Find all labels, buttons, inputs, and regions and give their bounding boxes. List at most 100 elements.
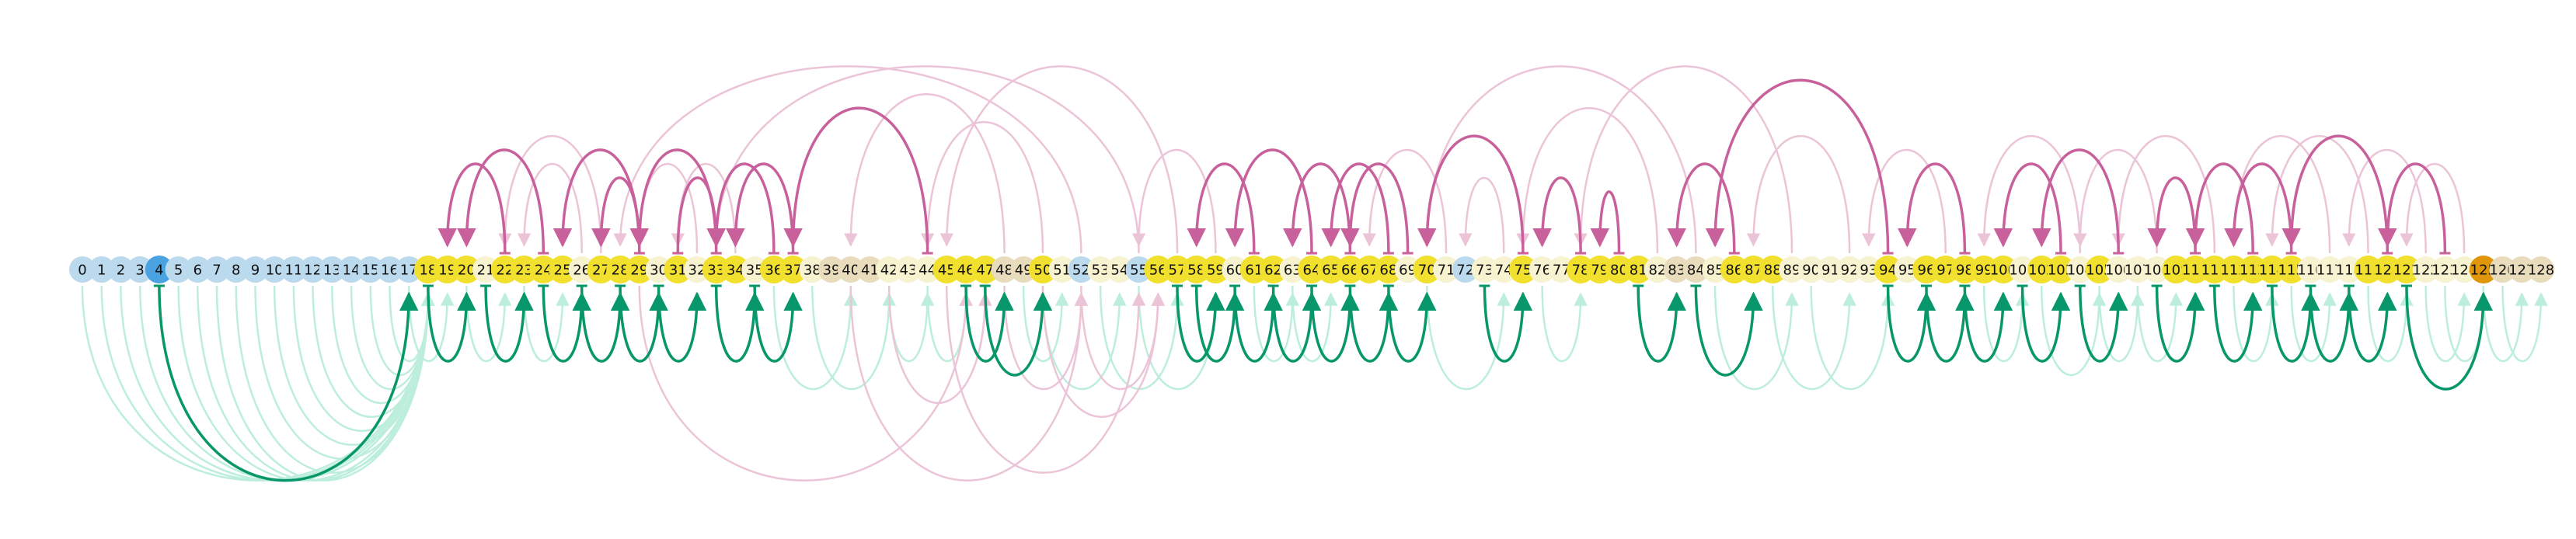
node-47: 47	[971, 256, 999, 283]
node-100: 100	[1989, 256, 2017, 283]
node-32: 32	[684, 256, 710, 283]
node-90: 90	[1797, 256, 1825, 283]
node-circle-50	[1028, 256, 1057, 283]
edge-111-113	[2213, 285, 2263, 363]
node-18: 18	[413, 256, 442, 283]
node-circle-14	[338, 256, 365, 283]
node-label-82: 82	[1648, 263, 1666, 279]
node-label-36: 36	[765, 263, 783, 279]
node-7: 7	[204, 256, 231, 283]
node-label-85: 85	[1706, 263, 1724, 279]
node-41: 41	[856, 256, 884, 283]
edge-98-100	[1963, 285, 2013, 363]
node-label-12: 12	[304, 263, 322, 279]
edge-92-87	[1746, 134, 1851, 254]
node-73: 73	[1471, 256, 1498, 283]
node-circle-110	[2181, 256, 2210, 283]
node-label-75: 75	[1514, 263, 1532, 279]
node-circle-34	[721, 256, 750, 283]
edge-21-23	[484, 285, 534, 363]
edge-3-18	[138, 285, 435, 482]
node-circle-80	[1605, 256, 1633, 283]
edge-84-87	[1694, 285, 1763, 377]
node-71: 71	[1433, 256, 1460, 283]
node-label-93: 93	[1860, 263, 1877, 279]
node-label-18: 18	[419, 263, 437, 279]
edge-99-101	[1982, 285, 2030, 363]
edge-116-118	[2309, 285, 2359, 363]
node-label-77: 77	[1553, 263, 1570, 279]
edge-125-127	[2482, 285, 2529, 363]
node-circle-56	[1144, 256, 1173, 283]
node-label-47: 47	[976, 263, 994, 279]
node-74: 74	[1490, 256, 1518, 283]
node-40: 40	[837, 256, 864, 283]
node-circle-76	[1529, 256, 1556, 283]
edge-70-74	[1426, 285, 1511, 391]
edge-31-33	[676, 176, 726, 254]
node-2: 2	[107, 256, 134, 283]
node-label-17: 17	[400, 263, 418, 279]
edge-105-107	[2098, 285, 2145, 363]
node-79: 79	[1585, 256, 1614, 283]
node-circle-42	[876, 256, 903, 283]
node-circle-48	[991, 256, 1018, 283]
node-54: 54	[1106, 256, 1133, 283]
node-circle-19	[433, 256, 462, 283]
node-51: 51	[1048, 256, 1075, 283]
node-circle-88	[1759, 256, 1787, 283]
edge-35-37	[753, 285, 803, 363]
node-label-1: 1	[97, 263, 106, 279]
node-circle-2	[107, 256, 134, 283]
node-35: 35	[741, 256, 769, 283]
node-label-22: 22	[496, 263, 514, 279]
faint-edges-layer	[81, 65, 2548, 482]
node-circle-94	[1874, 256, 1902, 283]
node-label-95: 95	[1898, 263, 1916, 279]
edge-110-108	[2147, 176, 2197, 254]
node-circle-93	[1855, 256, 1882, 283]
node-circle-104	[2066, 256, 2093, 283]
node-circle-72	[1452, 256, 1479, 283]
node-label-43: 43	[899, 263, 917, 279]
node-61: 61	[1239, 256, 1268, 283]
node-label-20: 20	[458, 263, 476, 279]
node-circle-64	[1298, 256, 1326, 283]
node-33: 33	[702, 256, 730, 283]
node-circle-83	[1663, 256, 1690, 283]
node-34: 34	[721, 256, 750, 283]
node-label-42: 42	[880, 263, 898, 279]
node-label-83: 83	[1668, 263, 1685, 279]
edge-122-124	[2424, 285, 2471, 363]
node-circle-71	[1433, 256, 1460, 283]
node-label-3: 3	[135, 263, 144, 279]
node-circle-121	[2392, 256, 2421, 283]
node-label-57: 57	[1169, 263, 1187, 279]
node-circle-116	[2297, 256, 2324, 283]
edge-108-104	[2073, 148, 2158, 254]
node-circle-53	[1087, 256, 1114, 283]
node-label-58: 58	[1187, 263, 1205, 279]
node-circle-125	[2469, 256, 2498, 283]
node-92: 92	[1836, 256, 1863, 283]
edge-104-106	[2079, 285, 2128, 363]
node-69: 69	[1394, 256, 1421, 283]
edge-20-22	[465, 285, 512, 363]
edge-113-110	[2185, 162, 2254, 254]
node-42: 42	[876, 256, 903, 283]
edge-18-20	[427, 285, 476, 363]
node-circle-13	[319, 256, 346, 283]
node-circle-10	[261, 256, 288, 283]
node-label-49: 49	[1015, 263, 1033, 279]
edge-48-40	[844, 93, 1006, 254]
node-circle-87	[1739, 256, 1768, 283]
node-label-69: 69	[1399, 263, 1417, 279]
node-circle-97	[1931, 256, 1960, 283]
edge-50-44	[920, 121, 1044, 254]
edge-71-67	[1362, 148, 1448, 254]
node-circle-57	[1163, 256, 1191, 283]
edge-9-18	[254, 285, 435, 460]
node-circle-59	[1201, 256, 1230, 283]
node-label-51: 51	[1053, 263, 1071, 279]
node-label-41: 41	[861, 263, 879, 279]
